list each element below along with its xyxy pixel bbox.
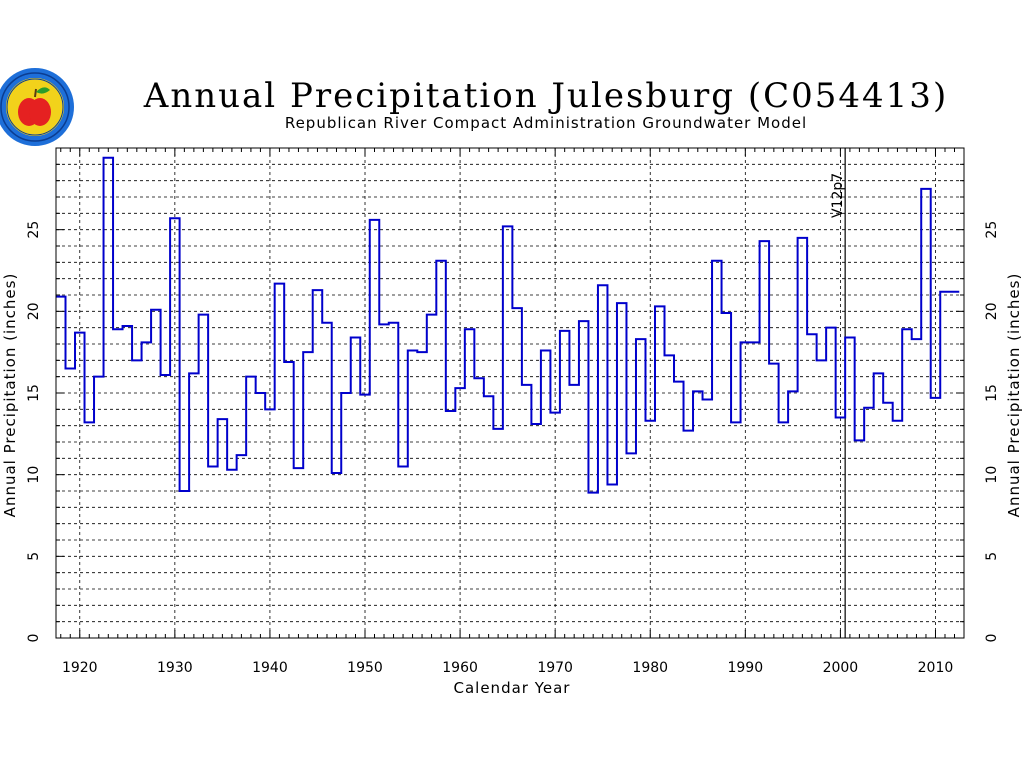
y-tick-label-right: 5 bbox=[984, 552, 1000, 561]
y-tick-label-left: 0 bbox=[26, 634, 42, 643]
chart-title: Annual Precipitation Julesburg (C054413) bbox=[143, 76, 948, 116]
y-tick-label-right: 25 bbox=[984, 221, 1000, 239]
y-tick-label-right: 10 bbox=[984, 466, 1000, 484]
axis-ticks bbox=[56, 148, 965, 638]
y-tick-label-left: 10 bbox=[26, 466, 42, 484]
x-tick-label: 1940 bbox=[252, 660, 288, 676]
y-tick-label-left: 15 bbox=[26, 384, 42, 402]
y-tick-label-right: 20 bbox=[984, 302, 1000, 320]
y-axis-label-left: Annual Precipitation (inches) bbox=[1, 273, 19, 518]
x-axis-label: Calendar Year bbox=[454, 679, 571, 697]
tick-labels: 1920 1930 1940 1950 1960 1970 1980 1990 2000 2010… bbox=[26, 221, 1000, 676]
x-tick-label: 1930 bbox=[157, 660, 193, 676]
x-tick-label: 1950 bbox=[347, 660, 383, 676]
y-tick-label-left: 25 bbox=[26, 221, 42, 239]
plot-frame bbox=[55, 147, 965, 639]
grid bbox=[56, 148, 964, 638]
x-tick-label: 1960 bbox=[442, 660, 478, 676]
precipitation-series-line bbox=[56, 156, 960, 494]
x-tick-label: 1970 bbox=[537, 660, 573, 676]
x-tick-label: 1920 bbox=[62, 660, 98, 676]
version-marker-label: V12p7 bbox=[830, 173, 846, 218]
y-tick-label-right: 15 bbox=[984, 384, 1000, 402]
apple-seal-icon bbox=[0, 68, 74, 146]
y-tick-label-left: 5 bbox=[26, 552, 42, 561]
x-tick-label: 2010 bbox=[918, 660, 954, 676]
x-tick-label: 2000 bbox=[823, 660, 859, 676]
x-tick-label: 1990 bbox=[727, 660, 763, 676]
x-tick-label: 1980 bbox=[632, 660, 668, 676]
chart-subtitle: Republican River Compact Administration … bbox=[285, 114, 807, 132]
y-tick-label-left: 20 bbox=[26, 302, 42, 320]
y-axis-label-right: Annual Precipitation (inches) bbox=[1005, 273, 1023, 518]
y-tick-label-right: 0 bbox=[984, 634, 1000, 643]
